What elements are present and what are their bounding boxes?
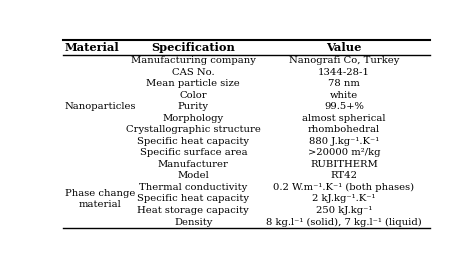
Text: rhombohedral: rhombohedral <box>308 125 380 134</box>
Text: Mean particle size: Mean particle size <box>146 79 240 88</box>
Text: 99.5+%: 99.5+% <box>324 102 364 111</box>
Text: 2 kJ.kg⁻¹.K⁻¹: 2 kJ.kg⁻¹.K⁻¹ <box>312 194 376 204</box>
Text: 0.2 W.m⁻¹.K⁻¹ (both phases): 0.2 W.m⁻¹.K⁻¹ (both phases) <box>273 183 414 192</box>
Text: Heat storage capacity: Heat storage capacity <box>137 206 249 215</box>
Text: Specific heat capacity: Specific heat capacity <box>137 137 249 146</box>
Text: Manufacturing company: Manufacturing company <box>131 56 256 65</box>
Text: CAS No.: CAS No. <box>172 68 215 77</box>
Text: Value: Value <box>326 42 362 53</box>
Text: 880 J.kg⁻¹.K⁻¹: 880 J.kg⁻¹.K⁻¹ <box>309 137 379 146</box>
Text: Specific surface area: Specific surface area <box>139 148 247 157</box>
Text: Phase change
material: Phase change material <box>65 189 135 209</box>
Text: Specific heat capacity: Specific heat capacity <box>137 194 249 204</box>
Text: Crystallographic structure: Crystallographic structure <box>126 125 261 134</box>
Text: 250 kJ.kg⁻¹: 250 kJ.kg⁻¹ <box>316 206 372 215</box>
Text: Morphology: Morphology <box>163 114 224 123</box>
Text: Nanografi Co, Turkey: Nanografi Co, Turkey <box>289 56 399 65</box>
Text: Manufacturer: Manufacturer <box>158 160 229 169</box>
Text: almost spherical: almost spherical <box>302 114 386 123</box>
Text: Density: Density <box>174 217 212 227</box>
Text: 1344-28-1: 1344-28-1 <box>318 68 370 77</box>
Text: Nanoparticles: Nanoparticles <box>65 102 136 111</box>
Text: RUBITHERM: RUBITHERM <box>310 160 378 169</box>
Text: 8 kg.l⁻¹ (solid), 7 kg.l⁻¹ (liquid): 8 kg.l⁻¹ (solid), 7 kg.l⁻¹ (liquid) <box>266 217 422 227</box>
Text: white: white <box>330 91 358 100</box>
Text: RT42: RT42 <box>330 171 357 180</box>
Text: 78 nm: 78 nm <box>328 79 360 88</box>
Text: Thermal conductivity: Thermal conductivity <box>139 183 247 192</box>
Text: Material: Material <box>65 42 119 53</box>
Text: >20000 m²/kg: >20000 m²/kg <box>308 148 380 157</box>
Text: Model: Model <box>177 171 209 180</box>
Text: Specification: Specification <box>151 42 235 53</box>
Text: Purity: Purity <box>178 102 209 111</box>
Text: Color: Color <box>180 91 207 100</box>
